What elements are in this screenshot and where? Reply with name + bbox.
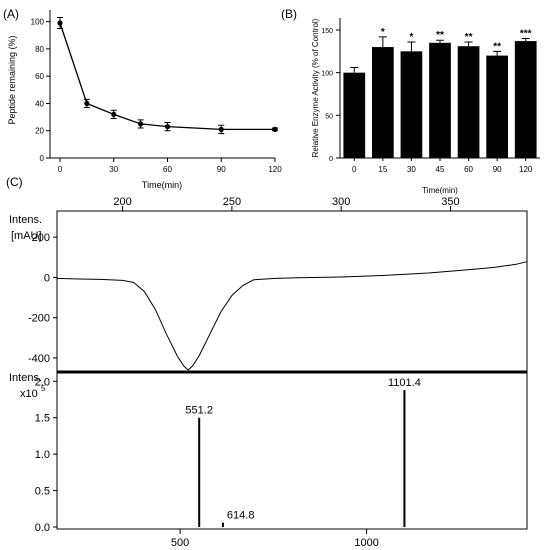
panel-c-top-y-unit: [mAU] — [11, 230, 42, 242]
panel-b-error-bar — [436, 39, 444, 43]
panel-b-bar — [486, 55, 508, 158]
panel-c-bottom-frame — [56, 371, 528, 530]
panel-b-x-tick-label: 60 — [464, 165, 473, 174]
panel-a-data-point — [111, 111, 117, 117]
panel-c-bottom-x-tick-label: 1000 — [354, 537, 378, 549]
panel-c-bottom-y-tick-label: 1.0 — [35, 449, 50, 461]
panel-a-x-tick-label: 120 — [268, 165, 282, 174]
panel-b-x-tick-label: 30 — [407, 165, 416, 174]
panel-a-x-tick-label: 90 — [217, 165, 226, 174]
panel-a-data-point — [84, 100, 90, 107]
panel-c-top-y-tick-label: -400 — [28, 353, 50, 365]
panel-b-significance-mark: ** — [493, 41, 501, 52]
panel-b-error-bar — [350, 67, 359, 73]
panel-b-error-bar — [464, 41, 473, 47]
panel-a-y-tick-label: 100 — [31, 18, 45, 27]
panel-b-bar — [457, 46, 480, 158]
panel-b-significance-mark: * — [381, 27, 385, 38]
panel-b-error-bar — [407, 41, 416, 52]
panel-c-top-x-tick-label: 300 — [332, 196, 350, 208]
panel-a-y-tick-label: 60 — [35, 72, 44, 81]
panel-b-y-tick-label: 100 — [321, 71, 333, 78]
panel-c-top-x-tick-label: 200 — [113, 196, 131, 208]
panel-a-y-tick-label: 40 — [35, 99, 44, 108]
panel-a-letter: (A) — [3, 7, 19, 21]
panel-c-bottom-x-tick-label: 500 — [171, 537, 189, 549]
panel-c-bottom-y-unit: x10 — [20, 388, 38, 400]
panel-c-bottom-y-tick-label: 1.5 — [35, 413, 50, 425]
panel-a-y-tick-label: 80 — [35, 45, 44, 54]
panel-a-series-line — [59, 22, 275, 131]
panel-b-error-bar — [493, 50, 502, 56]
panel-c-bottom-y-tick-label: 0.5 — [35, 486, 50, 498]
panel-a-y-tick-label: 20 — [35, 127, 44, 136]
panel-b-bar-chart: Time(min) Relative Enzyme Activity (% of… — [311, 18, 540, 195]
panel-b-significance-mark: *** — [520, 29, 532, 40]
panel-a-x-tick-label: 0 — [58, 165, 63, 174]
panel-c-letter: (C) — [6, 175, 23, 189]
panel-b-significance-mark: ** — [436, 30, 444, 41]
panel-b-bar — [514, 41, 537, 158]
panel-b-letter: (B) — [281, 7, 297, 21]
panel-c-bottom-peak-label: 614.8 — [227, 510, 255, 522]
panel-c-top-y-title: Intens. — [9, 214, 42, 226]
panel-a-data-point — [164, 124, 171, 130]
panel-c-bottom-y-exponent: 5 — [41, 384, 46, 393]
panel-c-top-y-tick-label: 200 — [32, 232, 50, 244]
panel-b-error-bar — [378, 36, 387, 48]
panel-c-bottom-y-tick-label: 2.0 — [35, 376, 50, 388]
panel-c-bottom-peak-label: 1101.4 — [388, 377, 421, 389]
panel-c-top-x-tick-label: 250 — [223, 196, 241, 208]
panel-c-mass-spectrum: Intens. x10 5 0.0 0.5 1.0 1.5 2.0 500 1000 551.… — [9, 370, 528, 549]
panel-b-x-title: Time(min) — [422, 186, 458, 195]
panel-a-data-point — [138, 121, 144, 127]
panel-a-data-point — [57, 20, 63, 26]
panel-b-bar — [372, 47, 394, 158]
panel-a-data-point — [218, 126, 224, 132]
panel-b-x-tick-label: 45 — [436, 165, 445, 174]
panel-a-x-title: Time(min) — [142, 180, 182, 190]
panel-c-bottom-peak-label: 551.2 — [185, 405, 213, 417]
panel-a-x-tick-label: 30 — [109, 165, 118, 174]
panel-c-bottom-y-tick-label: 0.0 — [35, 522, 50, 534]
panel-b-significance-mark: * — [409, 32, 413, 43]
panel-a-y-tick-label: 0 — [40, 154, 45, 163]
panel-c-top-frame — [56, 210, 528, 373]
panel-a-x-tick-label: 60 — [163, 165, 172, 174]
panel-b-y-tick-label: 0 — [329, 156, 333, 163]
panel-c-top-y-tick-label: -200 — [28, 313, 50, 325]
panel-b-y-tick-label: 150 — [321, 28, 333, 35]
panel-b-bar — [429, 42, 451, 158]
panel-b-significance-mark: ** — [465, 32, 473, 43]
panel-b-x-tick-label: 90 — [493, 165, 502, 174]
panel-a-y-title: Peptide remaining (%) — [7, 35, 17, 124]
panel-b-x-tick-label: 15 — [378, 165, 387, 174]
panel-b-y-tick-label: 50 — [325, 113, 333, 120]
panel-c-chromatogram: Intens. [mAU] 200 250 300 350 -400 -200 0 200 — [9, 196, 528, 373]
panel-b-error-bar — [521, 38, 530, 42]
panel-b-x-tick-label: 0 — [352, 165, 357, 174]
panel-c-top-y-tick-label: 0 — [44, 272, 50, 284]
panel-c-top-trace — [56, 261, 528, 371]
panel-b-y-title: Relative Enzyme Activity (% of Control) — [311, 18, 320, 157]
panel-c-bottom-y-title: Intens. — [9, 372, 42, 384]
panel-b-bar — [343, 72, 366, 158]
panel-a-data-point — [272, 126, 278, 132]
panel-b-x-tick-label: 120 — [519, 165, 533, 174]
panel-a-line-chart: Time(min) Peptide remaining (%) 0 20 40 60 8… — [7, 10, 282, 190]
panel-b-bar — [400, 51, 423, 159]
panel-c-top-x-tick-label: 350 — [441, 196, 459, 208]
